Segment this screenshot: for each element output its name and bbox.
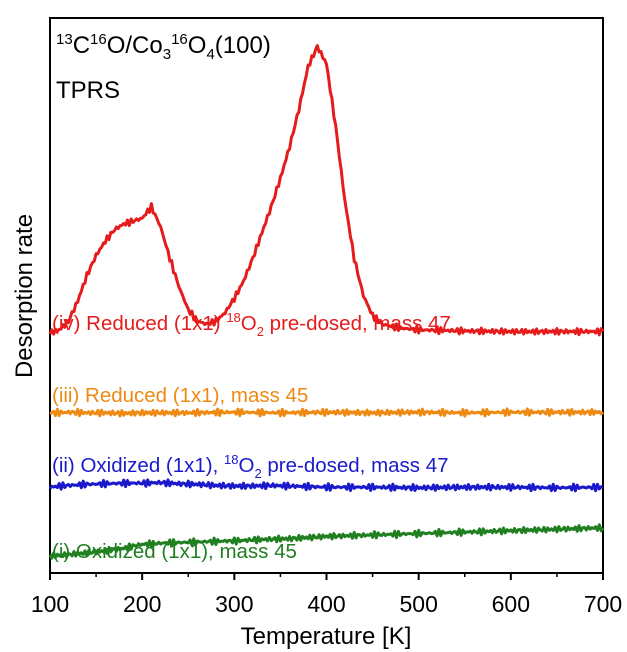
title-sub-3: 3 [163,46,171,63]
series-label-ii-sup: 18 [224,452,238,467]
x-axis-ticks [49,573,604,580]
series-label-ii: (ii) Oxidized (1x1), 18O2 pre-dosed, mas… [52,452,449,481]
title-sup-16b: 16 [171,31,188,48]
title-sub-4: 4 [206,46,214,63]
series-label-iv-sup: 18 [226,310,240,325]
series-label-i-text: (i) Oxidized (1x1), mass 45 [52,540,297,563]
x-tick-label-700: 700 [584,591,622,617]
x-tick-label-200: 200 [123,591,161,617]
title-o: O [188,32,207,59]
series-label-i: (i) Oxidized (1x1), mass 45 [52,540,297,563]
series-line-reduced-mass45 [49,407,605,418]
series-label-iv-o: O [241,312,257,335]
series-label-ii-part2: pre-dosed, mass 47 [262,454,449,477]
x-tick-labels: 100 200 300 400 500 600 700 [31,591,622,617]
series-label-iii: (iii) Reduced (1x1), mass 45 [52,384,308,407]
title-o-co: O/Co [107,32,163,59]
series-line-reduced-18o2-mass47 [48,44,605,337]
title-100: (100) [215,32,271,59]
x-tick-label-300: 300 [215,591,253,617]
x-tick-label-400: 400 [307,591,345,617]
x-tick-label-500: 500 [400,591,438,617]
series-label-iv-part2: pre-dosed, mass 47 [264,312,451,335]
x-tick-label-600: 600 [492,591,530,617]
series-label-iii-text: (iii) Reduced (1x1), mass 45 [52,384,308,407]
x-axis-title: Temperature [K] [241,623,412,650]
x-tick-label-100: 100 [31,591,69,617]
series-label-ii-part1: (ii) Oxidized (1x1), [52,454,224,477]
series-label-ii-o: O [238,454,254,477]
title-sup-13: 13 [56,31,73,48]
chart-title: 13C16O/Co316O4(100) [56,31,271,63]
series-label-iv: (iv) Reduced (1x1) 18O2 pre-dosed, mass … [52,310,451,339]
chart-subtitle: TPRS [56,77,120,104]
title-c: C [73,32,90,59]
series-line-oxidized-18o2-mass47 [48,478,604,493]
series-line-oxidized-mass45 [48,523,605,560]
series-label-iv-part1: (iv) Reduced (1x1) [52,312,226,335]
y-axis-title: Desorption rate [11,214,38,378]
series-label-iv-sub: 2 [257,324,264,339]
title-sup-16a: 16 [90,31,107,48]
series-label-ii-sub: 2 [254,466,261,481]
